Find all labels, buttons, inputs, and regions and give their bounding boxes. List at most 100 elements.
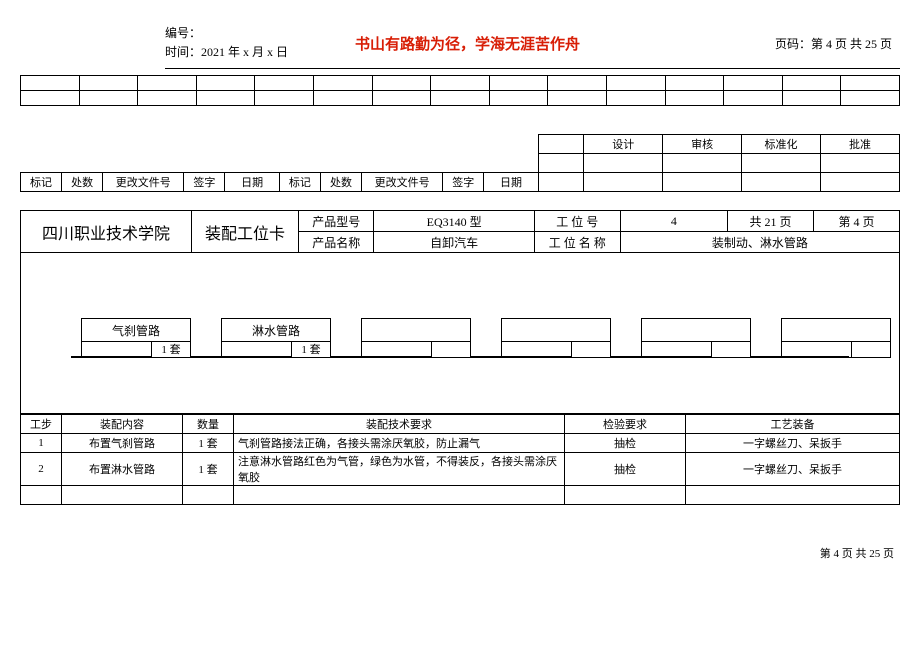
page-footer: 第 4 页 共 25 页 xyxy=(20,545,900,561)
top-cell xyxy=(782,76,841,91)
table-row xyxy=(21,486,900,505)
col-date: 日期 xyxy=(225,173,279,192)
label-product-name: 产品名称 xyxy=(299,232,374,253)
value-station-no: 4 xyxy=(620,211,727,232)
col-mark2: 标记 xyxy=(279,173,320,192)
col-change2: 更改文件号 xyxy=(362,173,443,192)
col-count: 处数 xyxy=(62,173,103,192)
signature-table: 设计 审核 标准化 批准 标记 处数 更改文件号 签字 日期 标记 处数 更改文… xyxy=(20,134,900,192)
top-cell xyxy=(196,76,255,91)
label-station-no: 工 位 号 xyxy=(534,211,620,232)
assembly-diagram: 气刹管路1 套淋水管路1 套 xyxy=(20,253,900,414)
header-page: 页码：第 4 页 共 25 页 xyxy=(775,35,900,52)
step-qty: 1 套 xyxy=(183,434,234,453)
step-req: 气刹管路接法正确，各接头需涂厌氧胶，防止漏气 xyxy=(234,434,565,453)
col-change: 更改文件号 xyxy=(103,173,184,192)
component-qty xyxy=(851,342,891,358)
top-cell xyxy=(606,91,665,106)
component-qty: 1 套 xyxy=(291,342,331,358)
approval-design: 设计 xyxy=(584,135,663,154)
step-check: 抽检 xyxy=(565,434,686,453)
steps-table: 工步 装配内容 数量 装配技术要求 检验要求 工艺装备 1布置气刹管路1 套气刹… xyxy=(20,414,900,505)
step-req: 注意淋水管路红色为气管，绿色为水管，不得装反，各接头需涂厌氧胶 xyxy=(234,453,565,486)
top-cell xyxy=(79,76,138,91)
top-cell xyxy=(255,76,314,91)
steps-h-req: 装配技术要求 xyxy=(234,415,565,434)
top-cell xyxy=(21,76,80,91)
component-label xyxy=(781,318,891,342)
step-qty: 1 套 xyxy=(183,453,234,486)
steps-h-content: 装配内容 xyxy=(62,415,183,434)
steps-h-tool: 工艺装备 xyxy=(686,415,900,434)
station-card-table: 四川职业技术学院 装配工位卡 产品型号 EQ3140 型 工 位 号 4 共 2… xyxy=(20,210,900,253)
component-label xyxy=(361,318,471,342)
diagram-component xyxy=(361,318,471,358)
step-tool: 一字螺丝刀、呆扳手 xyxy=(686,453,900,486)
top-cell xyxy=(724,91,783,106)
step-tool: 一字螺丝刀、呆扳手 xyxy=(686,434,900,453)
top-empty-table xyxy=(20,75,900,106)
diagram-component xyxy=(641,318,751,358)
top-cell xyxy=(431,76,490,91)
top-cell xyxy=(313,76,372,91)
top-cell xyxy=(313,91,372,106)
diagram-component xyxy=(781,318,891,358)
top-cell xyxy=(489,76,548,91)
header-left: 编号： 时间：2021 年 x 月 x 日 xyxy=(165,24,355,62)
top-cell xyxy=(372,76,431,91)
time-label: 时间： xyxy=(165,45,201,59)
col-count2: 处数 xyxy=(320,173,361,192)
top-cell xyxy=(665,76,724,91)
top-cell xyxy=(431,91,490,106)
label-total-pages: 共 21 页 xyxy=(727,211,813,232)
value-product-name: 自卸汽车 xyxy=(374,232,534,253)
table-row: 1布置气刹管路1 套气刹管路接法正确，各接头需涂厌氧胶，防止漏气抽检一字螺丝刀、… xyxy=(21,434,900,453)
component-qty xyxy=(571,342,611,358)
table-row: 2布置淋水管路1 套注意淋水管路红色为气管，绿色为水管，不得装反，各接头需涂厌氧… xyxy=(21,453,900,486)
value-station-name: 装制动、淋水管路 xyxy=(620,232,899,253)
col-sign: 签字 xyxy=(184,173,225,192)
component-label xyxy=(641,318,751,342)
diagram-component: 气刹管路1 套 xyxy=(81,318,191,358)
label-product-model: 产品型号 xyxy=(299,211,374,232)
step-no: 1 xyxy=(21,434,62,453)
approval-standard: 标准化 xyxy=(742,135,821,154)
label-page-no: 第 4 页 xyxy=(813,211,899,232)
top-cell xyxy=(665,91,724,106)
label-station-name: 工 位 名 称 xyxy=(534,232,620,253)
col-mark: 标记 xyxy=(21,173,62,192)
approval-approve: 批准 xyxy=(820,135,899,154)
col-date2: 日期 xyxy=(484,173,538,192)
time-value: 2021 年 x 月 x 日 xyxy=(201,45,288,59)
top-cell xyxy=(255,91,314,106)
top-cell xyxy=(79,91,138,106)
steps-h-check: 检验要求 xyxy=(565,415,686,434)
diagram-component xyxy=(501,318,611,358)
step-check: 抽检 xyxy=(565,453,686,486)
page-header: 编号： 时间：2021 年 x 月 x 日 书山有路勤为径，学海无涯苦作舟 页码… xyxy=(165,20,900,69)
top-cell xyxy=(724,76,783,91)
card-title: 装配工位卡 xyxy=(191,211,298,253)
top-cell xyxy=(21,91,80,106)
col-sign2: 签字 xyxy=(443,173,484,192)
diagram-component: 淋水管路1 套 xyxy=(221,318,331,358)
top-cell xyxy=(606,76,665,91)
doc-time: 时间：2021 年 x 月 x 日 xyxy=(165,43,355,62)
component-label: 气刹管路 xyxy=(81,318,191,342)
top-cell xyxy=(841,76,900,91)
approval-review: 审核 xyxy=(663,135,742,154)
school-name: 四川职业技术学院 xyxy=(21,211,192,253)
component-qty: 1 套 xyxy=(151,342,191,358)
component-label: 淋水管路 xyxy=(221,318,331,342)
top-cell xyxy=(841,91,900,106)
step-content: 布置气刹管路 xyxy=(62,434,183,453)
component-label xyxy=(501,318,611,342)
doc-number-label: 编号： xyxy=(165,24,355,43)
top-cell xyxy=(782,91,841,106)
value-product-model: EQ3140 型 xyxy=(374,211,534,232)
top-cell xyxy=(138,91,197,106)
top-cell xyxy=(548,91,607,106)
component-qty xyxy=(431,342,471,358)
top-cell xyxy=(138,76,197,91)
component-qty xyxy=(711,342,751,358)
